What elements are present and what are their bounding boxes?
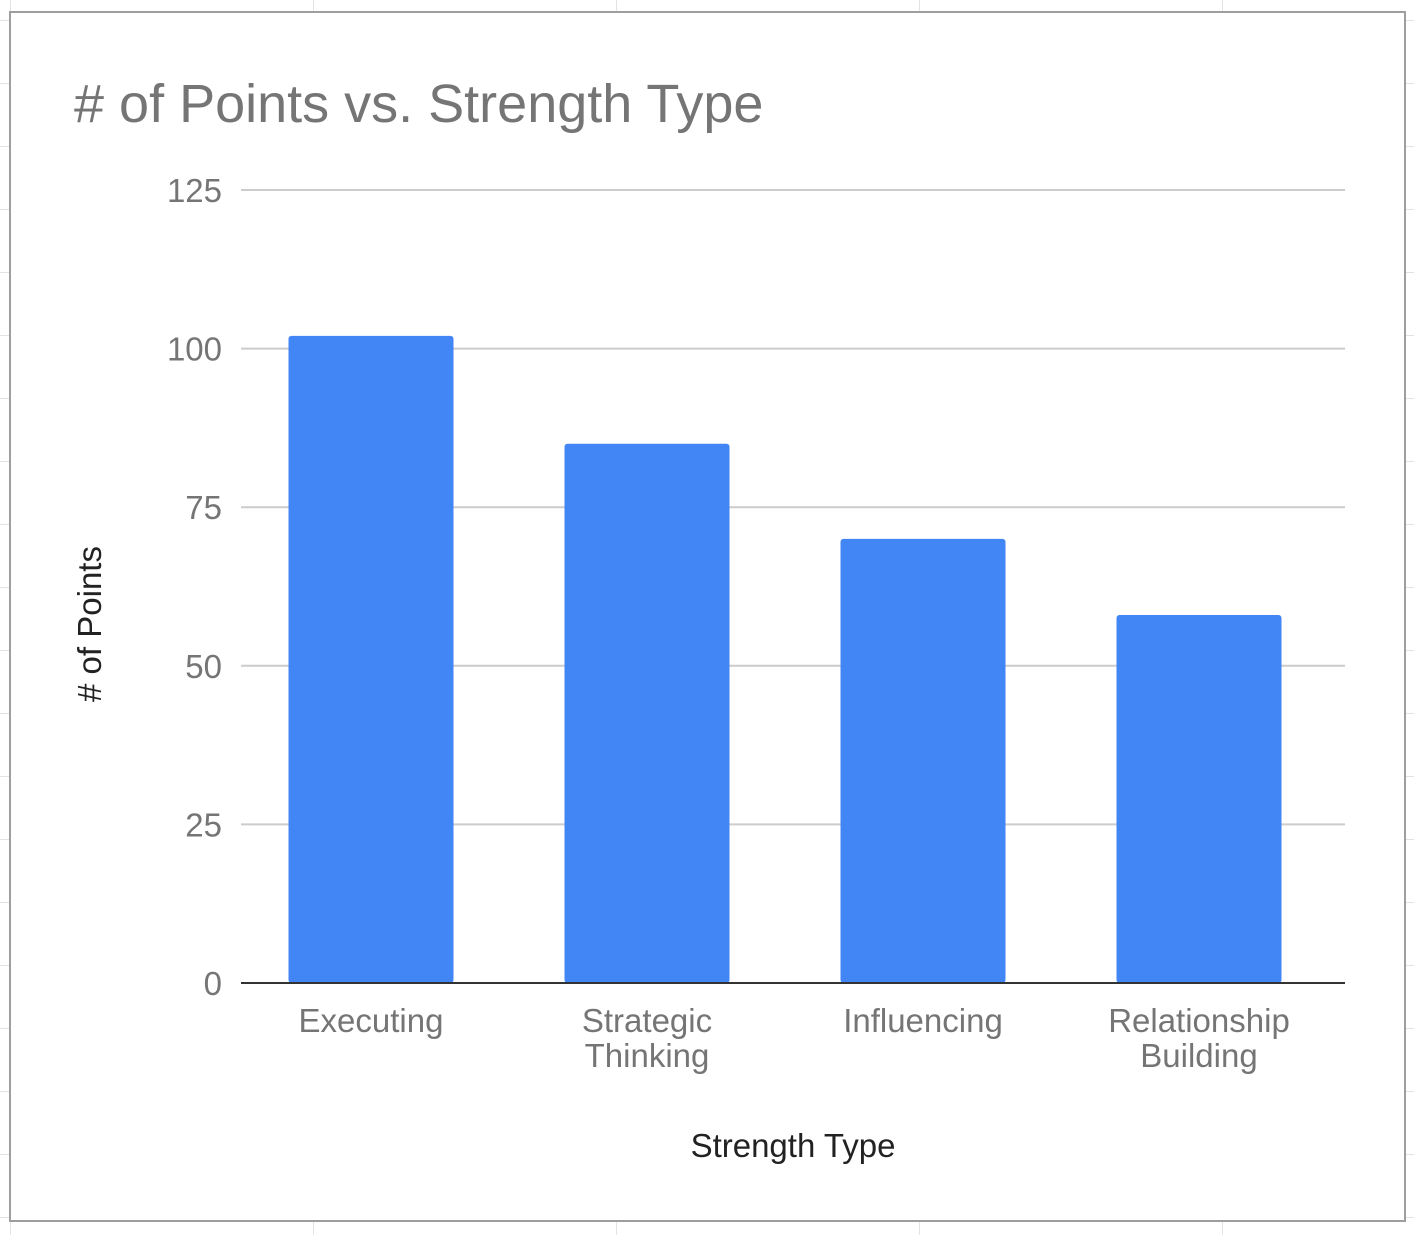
- y-tick-label: 0: [204, 965, 222, 1002]
- x-tick-label-line: Relationship: [1108, 1002, 1290, 1039]
- y-tick-label: 75: [185, 489, 222, 526]
- y-tick-label: 50: [185, 648, 222, 685]
- x-tick-label: Influencing: [843, 1002, 1003, 1039]
- bar[interactable]: [564, 443, 730, 983]
- x-axis-title: Strength Type: [691, 1127, 896, 1164]
- bar[interactable]: [288, 335, 454, 983]
- x-tick-label-line: Building: [1140, 1037, 1257, 1074]
- bars: [288, 335, 1282, 983]
- chart-title: # of Points vs. Strength Type: [74, 74, 763, 134]
- bar[interactable]: [1116, 615, 1282, 983]
- x-tick-label-line: Influencing: [843, 1002, 1003, 1039]
- x-axis-tick-labels: Executing Strategic Thinking Influencing Rel…: [299, 1002, 1290, 1074]
- y-tick-label: 100: [167, 331, 222, 368]
- x-tick-label: Executing: [299, 1002, 444, 1039]
- y-tick-label: 25: [185, 806, 222, 843]
- bar[interactable]: [840, 538, 1006, 983]
- y-tick-label: 125: [167, 172, 222, 209]
- y-axis-title: # of Points: [71, 546, 108, 702]
- x-tick-label: Relationship Building: [1108, 1002, 1290, 1074]
- x-tick-label-line: Thinking: [585, 1037, 710, 1074]
- x-tick-label: Strategic Thinking: [582, 1002, 712, 1074]
- x-tick-label-line: Strategic: [582, 1002, 712, 1039]
- y-axis-tick-labels: 0 25 50 75 100 125: [167, 172, 222, 1002]
- x-tick-label-line: Executing: [299, 1002, 444, 1039]
